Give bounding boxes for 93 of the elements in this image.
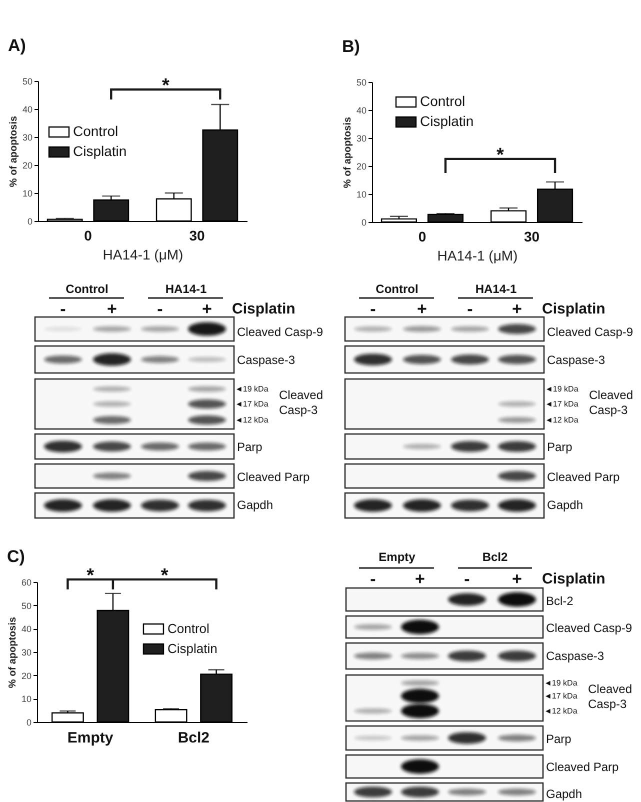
text: -	[370, 570, 376, 588]
legend-label: Cisplatin	[73, 143, 127, 159]
y-tick-label: 30	[21, 648, 32, 658]
text: +	[417, 300, 428, 318]
text: Bcl2	[482, 550, 508, 564]
text: ◄12 kDa	[544, 706, 578, 716]
legend-label: Control	[420, 93, 466, 109]
text: Casp-3	[589, 403, 628, 417]
chart-title: B)	[342, 37, 360, 56]
y-tick-label: 20	[22, 160, 32, 170]
text: ◄19 kDa	[235, 384, 269, 394]
y-tick-label: 0	[361, 218, 366, 228]
text: Parp	[237, 440, 263, 454]
x-tick-label: 30	[189, 228, 206, 244]
text: Cleaved	[588, 682, 632, 696]
text: Empty	[378, 550, 416, 564]
text: -	[370, 300, 376, 318]
text: Cleaved Casp-9	[546, 621, 632, 635]
text: Cleaved	[279, 388, 324, 402]
chart-title: C)	[6, 547, 25, 566]
text: ◄12 kDa	[235, 416, 269, 424]
text: Cleaved Parp	[547, 470, 620, 484]
legend-label: Cisplatin	[167, 641, 218, 656]
y-tick-label: 50	[21, 600, 32, 611]
text: Caspase-3	[546, 649, 604, 663]
text: Cisplatin	[542, 300, 606, 318]
text: ◄17 kDa	[544, 692, 578, 700]
text: Cleaved Parp	[237, 470, 310, 484]
y-tick-label: 30	[22, 132, 32, 142]
text: -	[60, 300, 66, 318]
text: Gapdh	[547, 498, 584, 512]
legend-label: Control	[167, 621, 210, 636]
text: +	[512, 300, 522, 318]
y-axis-title: % of apoptosis	[342, 116, 354, 188]
y-tick-label: 10	[21, 694, 32, 704]
x-tick-label: 30	[524, 228, 540, 244]
y-tick-label: 50	[22, 76, 32, 86]
y-tick-label: 20	[21, 670, 32, 681]
text: ◄12 kDa	[545, 416, 579, 424]
text: Bcl-2	[546, 594, 574, 608]
y-tick-label: 60	[21, 578, 32, 588]
y-tick-label: 40	[21, 624, 32, 634]
y-tick-label: 30	[356, 134, 366, 144]
annotation: *	[496, 144, 505, 166]
text: Casp-3	[279, 403, 318, 417]
text: Cleaved Casp-9	[547, 325, 634, 339]
x-tick-label: 0	[418, 228, 426, 244]
y-tick-label: 0	[27, 216, 32, 226]
y-tick-label: 40	[356, 106, 366, 116]
text: Caspase-3	[237, 353, 296, 367]
y-tick-label: 10	[22, 188, 32, 198]
text: ◄17 kDa	[545, 400, 579, 408]
y-axis-title: % of apoptosis	[7, 616, 18, 688]
annotation: *	[86, 565, 95, 586]
text: Cleaved Parp	[546, 760, 620, 774]
text: Gapdh	[546, 787, 582, 801]
text: -	[467, 300, 473, 318]
text: -	[157, 300, 163, 318]
text: +	[202, 300, 212, 318]
text: Gapdh	[237, 498, 274, 512]
text: Parp	[546, 732, 572, 746]
x-tick-label: 0	[84, 228, 92, 244]
text: Control	[66, 282, 108, 296]
chart-title: A)	[8, 36, 26, 55]
text: Cisplatin	[542, 570, 606, 588]
text: ◄19 kDa	[544, 678, 578, 688]
text: Caspase-3	[547, 353, 606, 367]
text: Cleaved	[589, 388, 634, 402]
text: Parp	[547, 440, 573, 454]
text: ◄17 kDa	[235, 400, 269, 408]
y-tick-label: 50	[356, 78, 366, 88]
text: +	[512, 570, 522, 588]
text: Casp-3	[588, 697, 628, 711]
text: HA14-1	[165, 282, 207, 296]
x-axis-title: HA14-1 (μM)	[102, 246, 184, 262]
text: +	[107, 300, 118, 318]
y-tick-label: 10	[356, 190, 366, 200]
annotation: *	[162, 76, 170, 97]
text: ◄19 kDa	[545, 384, 579, 394]
legend-label: Control	[73, 123, 118, 139]
text: HA14-1	[475, 282, 517, 296]
text: -	[464, 570, 470, 588]
text: Cleaved Casp-9	[237, 325, 324, 339]
legend-label: Cisplatin	[420, 113, 474, 129]
y-tick-label: 20	[356, 162, 366, 172]
y-tick-label: 0	[26, 718, 32, 728]
text: Control	[376, 282, 418, 296]
y-axis-title: % of apoptosis	[8, 116, 20, 188]
y-tick-label: 40	[22, 104, 32, 114]
x-axis-title: HA14-1 (μM)	[437, 248, 518, 264]
text: +	[415, 570, 426, 588]
text: Cisplatin	[232, 300, 296, 318]
annotation: *	[160, 565, 169, 586]
